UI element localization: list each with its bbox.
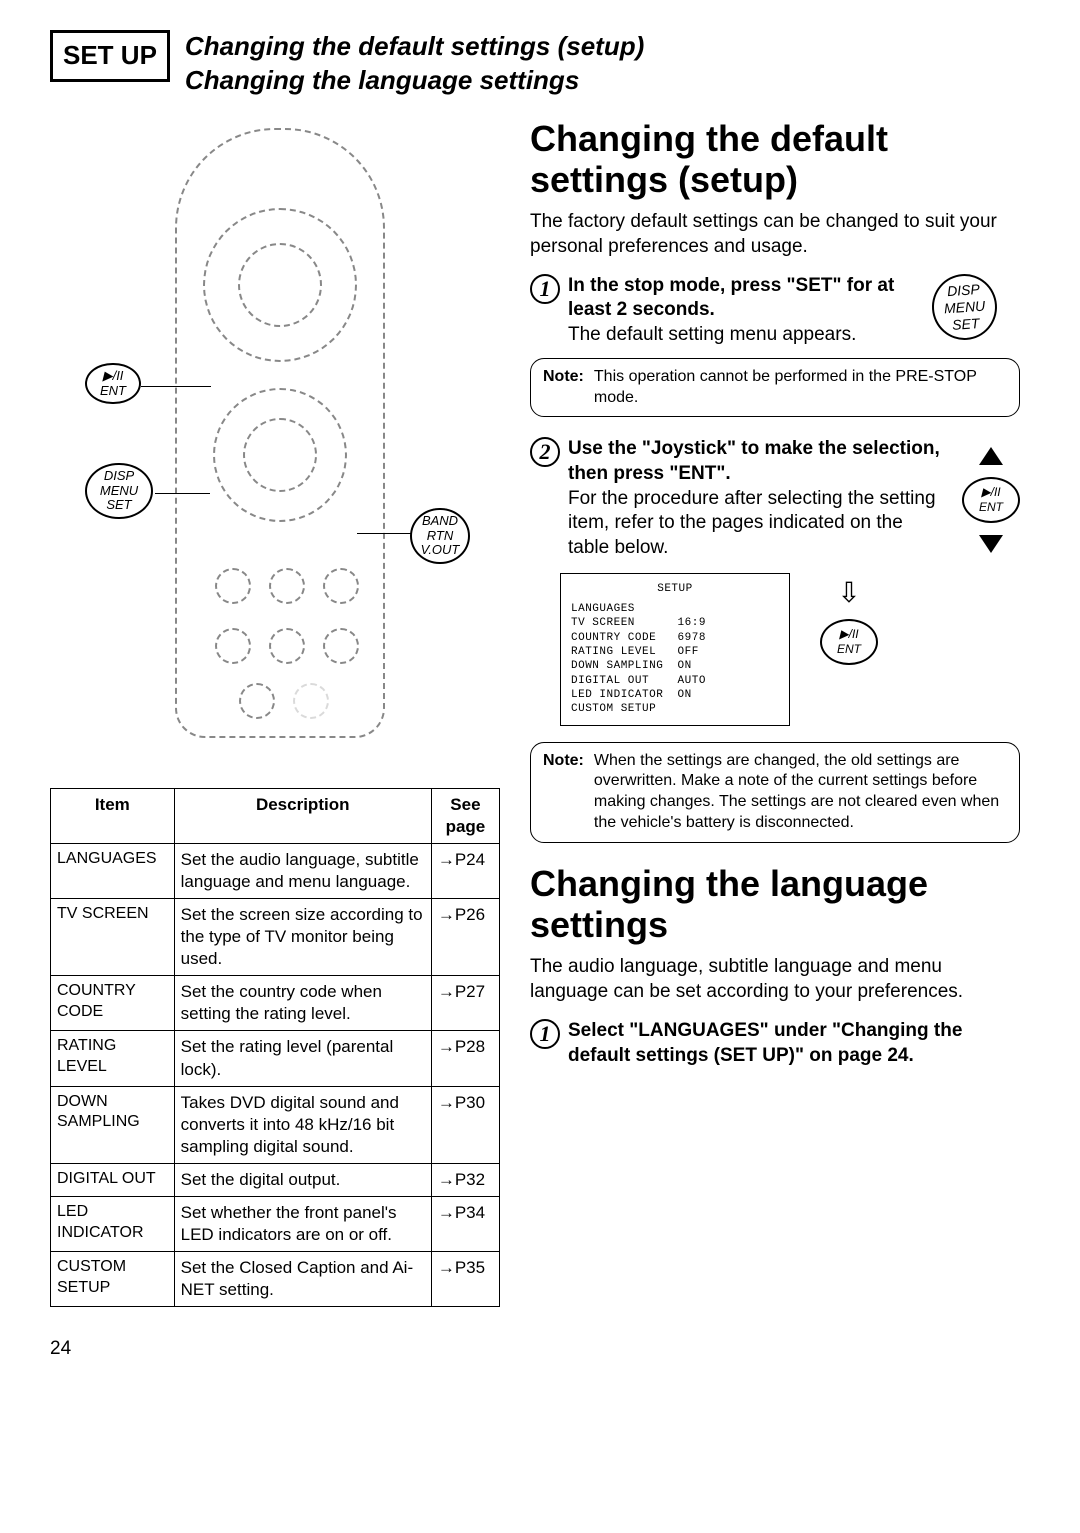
settings-table: Item Description See page LANGUAGESSet t… xyxy=(50,788,500,1308)
note-label-2: Note: xyxy=(543,751,584,834)
cell-item: DIGITAL OUT xyxy=(51,1163,175,1196)
cell-page: →P26 xyxy=(431,898,499,975)
cell-page: →P32 xyxy=(431,1163,499,1196)
th-item: Item xyxy=(51,788,175,843)
ent-button-icon: ▶/IIENT xyxy=(820,619,878,665)
cell-desc: Set the screen size according to the typ… xyxy=(174,898,431,975)
ent-joystick-icon: ▶/IIENT xyxy=(962,477,1020,523)
remote-label-band: BAND RTN V.OUT xyxy=(410,508,470,565)
setup-screen-line: LANGUAGES xyxy=(571,602,779,616)
th-desc: Description xyxy=(174,788,431,843)
section2-title: Changing the language settings xyxy=(530,863,1020,946)
cell-page: →P24 xyxy=(431,843,499,898)
table-row: DIGITAL OUTSet the digital output.→P32 xyxy=(51,1163,500,1196)
section2-step-number-1: 1 xyxy=(530,1019,560,1049)
cell-desc: Takes DVD digital sound and converts it … xyxy=(174,1086,431,1163)
setup-box-label: SET UP xyxy=(50,30,170,82)
note-box-1: Note: This operation cannot be performed… xyxy=(530,358,1020,418)
step2-text: For the procedure after selecting the se… xyxy=(568,487,942,561)
cell-page: →P28 xyxy=(431,1031,499,1086)
cell-desc: Set whether the front panel's LED indica… xyxy=(174,1197,431,1252)
setup-screen-line: COUNTRY CODE 6978 xyxy=(571,631,779,645)
setup-menu-screen: SETUP LANGUAGESTV SCREEN 16:9COUNTRY COD… xyxy=(560,573,790,726)
cell-desc: Set the country code when setting the ra… xyxy=(174,976,431,1031)
setup-screen-line: CUSTOM SETUP xyxy=(571,702,779,716)
setup-screen-line: LED INDICATOR ON xyxy=(571,688,779,702)
page-number: 24 xyxy=(50,1337,1020,1362)
cell-item: TV SCREEN xyxy=(51,898,175,975)
setup-screen-title: SETUP xyxy=(571,582,779,596)
cell-item: RATING LEVEL xyxy=(51,1031,175,1086)
section2-step1-title: Select "LANGUAGES" under "Changing the d… xyxy=(568,1019,1020,1068)
cell-desc: Set the rating level (parental lock). xyxy=(174,1031,431,1086)
cell-page: →P34 xyxy=(431,1197,499,1252)
setup-screen-line: RATING LEVEL OFF xyxy=(571,645,779,659)
cell-item: COUNTRY CODE xyxy=(51,976,175,1031)
header-title-2: Changing the language settings xyxy=(185,64,644,98)
joystick-up-icon xyxy=(979,447,1003,465)
cell-page: →P35 xyxy=(431,1252,499,1307)
note-box-2: Note: When the settings are changed, the… xyxy=(530,742,1020,843)
set-button-icon: DISP MENU SET xyxy=(930,272,1000,343)
down-arrow-icon: ⇩ xyxy=(837,575,860,611)
cell-item: CUSTOM SETUP xyxy=(51,1252,175,1307)
table-row: LED INDICATORSet whether the front panel… xyxy=(51,1197,500,1252)
step2-title: Use the "Joystick" to make the selection… xyxy=(568,437,942,486)
table-row: TV SCREENSet the screen size according t… xyxy=(51,898,500,975)
setup-screen-line: DIGITAL OUT AUTO xyxy=(571,674,779,688)
cell-item: LANGUAGES xyxy=(51,843,175,898)
table-row: DOWN SAMPLINGTakes DVD digital sound and… xyxy=(51,1086,500,1163)
table-row: RATING LEVELSet the rating level (parent… xyxy=(51,1031,500,1086)
remote-label-set: DISP MENU SET xyxy=(85,463,153,520)
cell-item: DOWN SAMPLING xyxy=(51,1086,175,1163)
section1-intro: The factory default settings can be chan… xyxy=(530,210,1020,259)
cell-desc: Set the audio language, subtitle languag… xyxy=(174,843,431,898)
step1-text: The default setting menu appears. xyxy=(568,323,902,348)
cell-desc: Set the Closed Caption and Ai-NET settin… xyxy=(174,1252,431,1307)
remote-label-ent: ▶/II ENT xyxy=(85,363,141,405)
note1-text: This operation cannot be performed in th… xyxy=(594,367,1007,409)
table-row: CUSTOM SETUPSet the Closed Caption and A… xyxy=(51,1252,500,1307)
setup-screen-line: DOWN SAMPLING ON xyxy=(571,659,779,673)
step1-title: In the stop mode, press "SET" for at lea… xyxy=(568,274,902,323)
note-label: Note: xyxy=(543,367,584,409)
note2-text: When the settings are changed, the old s… xyxy=(594,751,1007,834)
remote-diagram: ▶/II ENT DISP MENU SET BAND RTN V.OUT xyxy=(65,118,485,748)
step-number-2: 2 xyxy=(530,437,560,467)
section2-intro: The audio language, subtitle language an… xyxy=(530,955,1020,1004)
table-row: LANGUAGESSet the audio language, subtitl… xyxy=(51,843,500,898)
th-page: See page xyxy=(431,788,499,843)
cell-item: LED INDICATOR xyxy=(51,1197,175,1252)
header-title-1: Changing the default settings (setup) xyxy=(185,30,644,64)
table-row: COUNTRY CODESet the country code when se… xyxy=(51,976,500,1031)
joystick-down-icon xyxy=(979,535,1003,553)
setup-screen-line: TV SCREEN 16:9 xyxy=(571,616,779,630)
cell-page: →P30 xyxy=(431,1086,499,1163)
cell-page: →P27 xyxy=(431,976,499,1031)
cell-desc: Set the digital output. xyxy=(174,1163,431,1196)
step-number-1: 1 xyxy=(530,274,560,304)
section1-title: Changing the default settings (setup) xyxy=(530,118,1020,201)
header-titles: Changing the default settings (setup) Ch… xyxy=(185,30,644,98)
